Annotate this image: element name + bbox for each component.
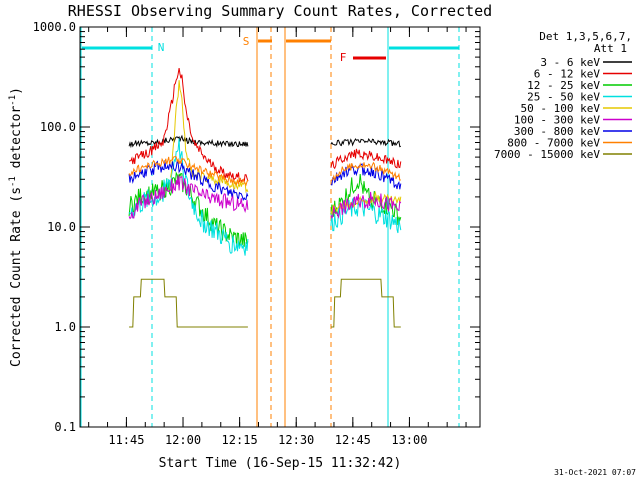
x-axis-label: Start Time (16-Sep-15 11:32:42) (159, 456, 402, 471)
legend-label: 12 - 25 keV (527, 79, 600, 92)
legend-label: 3 - 6 keV (540, 56, 600, 69)
x-tick-label: 12:45 (335, 433, 371, 447)
series-line-7 (128, 155, 401, 187)
y-tick-label: 1.0 (54, 320, 76, 334)
x-tick-label: 12:00 (165, 433, 201, 447)
legend-header-line1: Det 1,3,5,6,7, (539, 30, 632, 43)
y-tick-label: 100.0 (40, 120, 76, 134)
y-axis-label-part3: ) (9, 87, 24, 95)
series-line-1 (128, 68, 402, 184)
y-axis-label-part1: Corrected Count Rate (s (9, 187, 24, 367)
x-tick-label: 12:30 (278, 433, 314, 447)
x-tick-label: 12:15 (222, 433, 258, 447)
series-line-0 (128, 134, 401, 149)
status-label-f: F (340, 51, 347, 64)
y-tick-label: 1000.0 (33, 20, 76, 34)
status-markers: N S F (82, 35, 459, 64)
attenuator-bands (80, 27, 460, 427)
series-line-8 (129, 278, 401, 328)
legend-label: 7000 - 15000 keV (494, 148, 600, 161)
axes-group: 0.1 1.0 10.0 100.0 1000.0 11:45 12:00 12:15 12:3… (33, 20, 480, 447)
series-line-5 (128, 175, 402, 220)
legend-label: 6 - 12 keV (534, 68, 601, 81)
legend-label: 100 - 300 keV (514, 114, 600, 127)
series-group (128, 68, 402, 328)
legend-header-line2: Att 1 (594, 42, 627, 55)
y-tick-label: 0.1 (54, 420, 76, 434)
legend-label: 800 - 7000 keV (507, 137, 600, 150)
chart-title: RHESSI Observing Summary Count Rates, Co… (68, 2, 492, 20)
status-label-n: N (158, 41, 165, 54)
status-label-s: S (243, 35, 250, 48)
y-axis-label-part2: detector (9, 106, 24, 177)
y-axis-label: Corrected Count Rate (s-1 detector-1) (8, 87, 24, 367)
legend-label: 25 - 50 keV (527, 91, 600, 104)
y-tick-label: 10.0 (47, 220, 76, 234)
legend-label: 50 - 100 keV (521, 102, 601, 115)
y-axis-label-sup1: -1 (8, 176, 18, 187)
legend-label: 300 - 800 keV (514, 125, 600, 138)
timestamp-footer: 31-Oct-2021 07:07 (554, 468, 636, 477)
x-tick-label: 13:00 (391, 433, 427, 447)
x-tick-label: 11:45 (108, 433, 144, 447)
y-axis-label-sup2: -1 (8, 95, 18, 106)
series-line-3 (128, 138, 402, 256)
